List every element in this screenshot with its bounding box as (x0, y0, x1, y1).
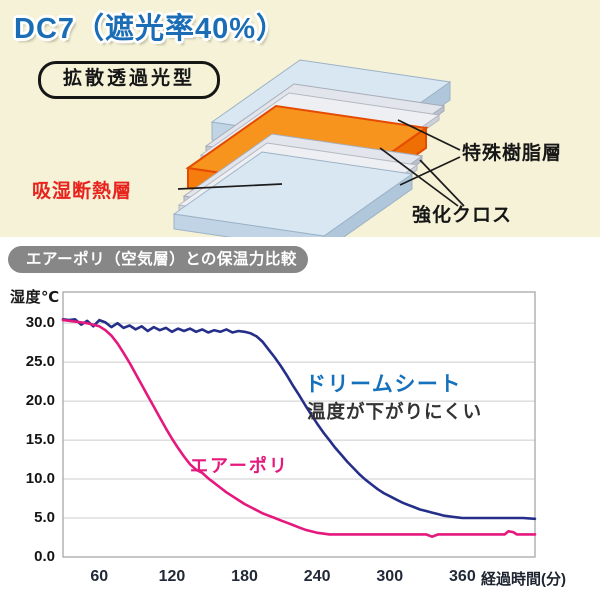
x-tick-label-60: 60 (90, 568, 109, 585)
page-title: DC7（遮光率40%） (14, 13, 287, 45)
resin-slab-bottom (172, 151, 414, 237)
series-line-airpoly (61, 318, 537, 539)
x-tick-label-240: 240 (303, 568, 331, 585)
y-tick-label-15: 15.0 (25, 431, 55, 449)
label-hygro-insulation-layer: 吸湿断熱層 (32, 181, 133, 202)
y-tick-label-20: 20.0 (25, 392, 55, 410)
y-tick-label-10: 10.0 (25, 470, 55, 488)
label-reinforced-cloth: 強化クロス (412, 205, 513, 226)
product-info-section: DC7（遮光率40%） 拡散透過光型 吸湿断熱層 特殊樹脂層 強化クロス (0, 0, 600, 237)
dreamsheet-annotation: 温度が下がりにくい (307, 401, 483, 422)
airpoly-series-label: エアーポリ (190, 456, 289, 476)
y-axis-title: 湿度℃ (10, 289, 60, 306)
pointer-resin-top (397, 119, 461, 151)
chart-title-banner: エアーポリ（空気層）との保温力比較 (8, 246, 308, 273)
y-tick-label-0: 0.0 (34, 548, 55, 565)
x-tick-label-120: 120 (158, 568, 186, 585)
x-axis-title: 経過時間(分) (481, 571, 566, 588)
y-tick-label-5: 5.0 (34, 509, 55, 527)
x-tick-label-360: 360 (449, 568, 476, 585)
y-tick-label-30: 30.0 (25, 314, 55, 332)
heat-retention-chart-section: エアーポリ（空気層）との保温力比較 湿度℃ 0.0 5.0 10.0 15.0 20.0… (0, 237, 600, 600)
pointer-hygro (177, 183, 283, 190)
line-chart (61, 291, 537, 558)
plot-frame (62, 291, 536, 558)
light-type-badge: 拡散透過光型 (38, 61, 221, 99)
layered-sheet-diagram (172, 59, 465, 237)
x-tick-label-300: 300 (376, 568, 404, 585)
dreamsheet-series-label: ドリームシート (305, 373, 462, 396)
label-special-resin-layer: 特殊樹脂層 (462, 143, 563, 164)
y-tick-label-25: 25.0 (25, 353, 55, 371)
series-line-dreamsheet (61, 317, 537, 521)
x-tick-label-180: 180 (231, 568, 258, 585)
pointer-cloth-lower (419, 159, 465, 207)
pointer-cloth-upper (379, 147, 459, 207)
